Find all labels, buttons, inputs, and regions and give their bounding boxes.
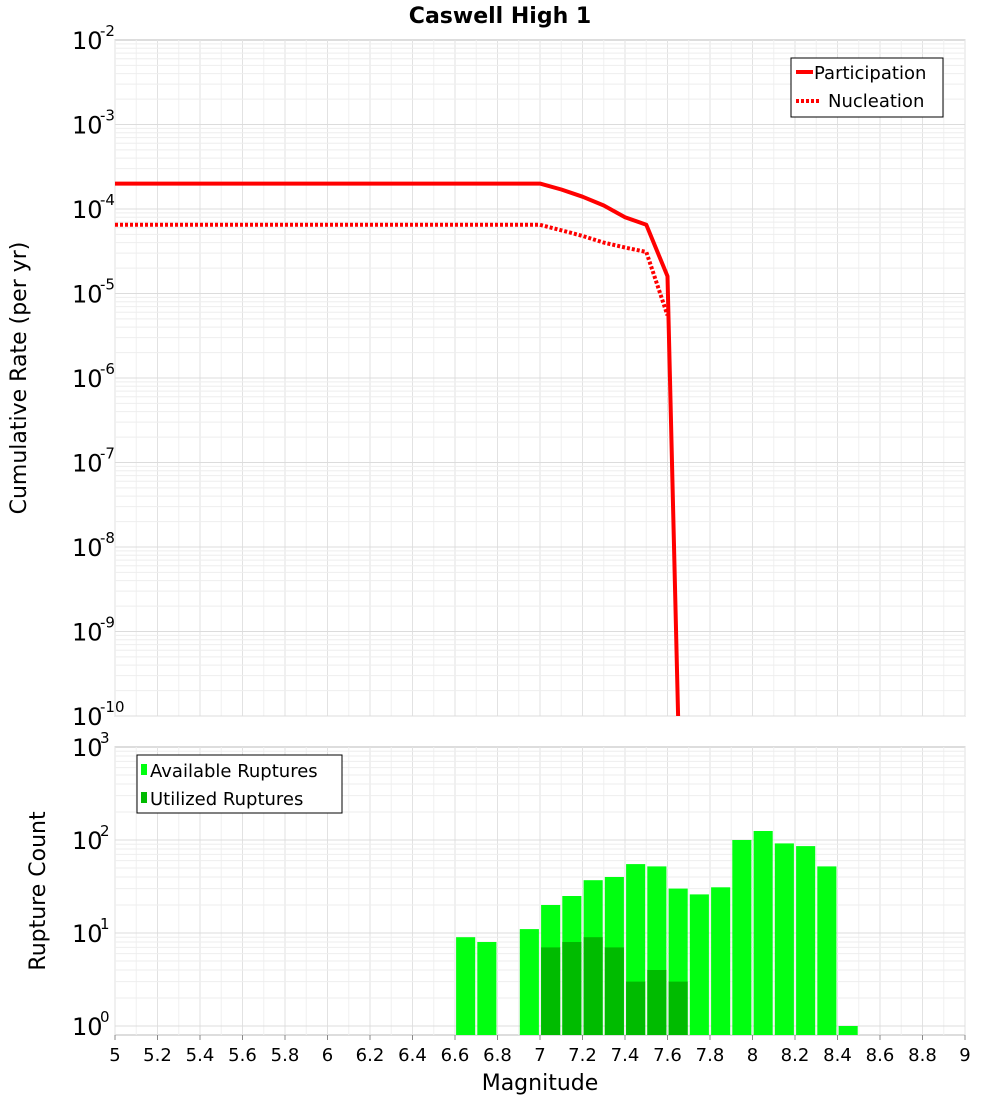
top-y-tick-exponent: -3	[100, 107, 115, 125]
chart-title: Caswell High 1	[409, 4, 591, 29]
legend-available-swatch	[141, 764, 147, 775]
x-tick-label: 5	[109, 1045, 120, 1066]
top-y-tick-exponent: -8	[100, 529, 115, 547]
available-rupture-bar	[732, 840, 752, 1035]
bottom-legend: Available Ruptures Utilized Ruptures	[136, 754, 343, 814]
available-rupture-bar	[774, 843, 794, 1035]
legend-utilized-swatch	[141, 792, 147, 803]
available-rupture-bar	[711, 887, 731, 1035]
utilized-rupture-bar	[583, 937, 603, 1035]
available-rupture-bar	[456, 937, 476, 1035]
x-tick-label: 6.8	[483, 1045, 512, 1066]
x-axis-label: Magnitude	[482, 1071, 599, 1096]
top-y-tick-exponent: -10	[100, 698, 125, 716]
x-tick-label: 8.4	[823, 1045, 852, 1066]
x-tick-label: 8.2	[781, 1045, 810, 1066]
top-y-ticks: 10-210-310-410-510-610-710-810-910-10	[72, 22, 125, 731]
top-y-tick-exponent: -7	[100, 445, 115, 463]
bottom-y-tick-base: 10	[72, 1013, 103, 1041]
x-tick-label: 5.6	[228, 1045, 257, 1066]
available-rupture-bar	[753, 831, 773, 1035]
participation-line	[115, 181, 681, 717]
top-legend-box	[790, 57, 944, 118]
top-panel: 10-210-310-410-510-610-710-810-910-10 Cu…	[7, 22, 966, 731]
legend-available-label: Available Ruptures	[150, 761, 318, 782]
available-rupture-bar	[838, 1026, 858, 1035]
x-tick-label: 5.4	[186, 1045, 215, 1066]
top-grid	[114, 40, 966, 717]
top-y-tick-base: 10	[72, 450, 103, 478]
bottom-y-tick-base: 10	[72, 827, 103, 855]
bottom-y-tick-exponent: 3	[100, 729, 110, 747]
utilized-rupture-bar	[647, 970, 667, 1035]
top-y-tick-base: 10	[72, 619, 103, 647]
top-y-tick-exponent: -2	[100, 22, 115, 40]
legend-participation-label: Participation	[814, 63, 926, 84]
top-y-axis-label: Cumulative Rate (per yr)	[7, 242, 32, 515]
x-tick-label: 7.4	[611, 1045, 640, 1066]
top-y-tick-exponent: -4	[100, 191, 115, 209]
available-rupture-bar	[477, 942, 497, 1035]
bottom-y-tick-exponent: 1	[100, 915, 110, 933]
utilized-rupture-bar	[562, 942, 582, 1035]
x-tick-label: 6.2	[356, 1045, 385, 1066]
nucleation-line	[115, 222, 670, 317]
top-y-tick-base: 10	[72, 365, 103, 393]
top-y-tick-exponent: -6	[100, 360, 115, 378]
bottom-y-axis-label: Rupture Count	[26, 811, 51, 971]
x-tick-label: 5.2	[143, 1045, 172, 1066]
x-tick-label: 6	[322, 1045, 333, 1066]
top-y-tick-base: 10	[72, 703, 103, 731]
legend-nucleation-label: Nucleation	[828, 91, 924, 112]
bottom-y-tick-base: 10	[72, 920, 103, 948]
x-tick-label: 8.8	[908, 1045, 937, 1066]
top-y-tick-base: 10	[72, 281, 103, 309]
available-rupture-bar	[519, 929, 539, 1035]
utilized-rupture-bar	[541, 947, 561, 1035]
bottom-y-tick-base: 10	[72, 734, 103, 762]
top-y-tick-base: 10	[72, 534, 103, 562]
x-ticks: 5 5.2 5.4 5.6 5.8 6 6.2 6.4 6.6 6.8 7 7.2 7.4 7.6 7.8 8…	[109, 1035, 971, 1066]
utilized-rupture-bar	[604, 947, 624, 1035]
legend-utilized-label: Utilized Ruptures	[150, 789, 303, 810]
x-tick-label: 5.8	[271, 1045, 300, 1066]
top-legend: Participation Nucleation	[790, 57, 944, 118]
top-lines	[115, 181, 681, 717]
bottom-legend-box	[136, 754, 343, 814]
x-tick-label: 7.8	[696, 1045, 725, 1066]
top-y-tick-base: 10	[72, 196, 103, 224]
x-tick-label: 8	[747, 1045, 758, 1066]
x-tick-label: 6.6	[441, 1045, 470, 1066]
bottom-y-tick-exponent: 2	[100, 822, 110, 840]
x-tick-label: 6.4	[398, 1045, 427, 1066]
bottom-y-tick-exponent: 0	[100, 1008, 110, 1026]
x-tick-label: 7.6	[653, 1045, 682, 1066]
available-rupture-bar	[796, 846, 816, 1035]
top-y-tick-base: 10	[72, 112, 103, 140]
x-tick-label: 7.2	[568, 1045, 597, 1066]
available-rupture-bar	[689, 894, 709, 1035]
utilized-rupture-bar	[626, 981, 646, 1035]
bottom-bars	[456, 831, 858, 1035]
top-y-tick-exponent: -5	[100, 276, 115, 294]
available-rupture-bar	[817, 866, 837, 1035]
top-y-tick-exponent: -9	[100, 614, 115, 632]
x-tick-label: 8.6	[866, 1045, 895, 1066]
x-tick-label: 9	[959, 1045, 970, 1066]
utilized-rupture-bar	[668, 981, 688, 1035]
x-tick-label: 7	[534, 1045, 545, 1066]
top-y-tick-base: 10	[72, 27, 103, 55]
